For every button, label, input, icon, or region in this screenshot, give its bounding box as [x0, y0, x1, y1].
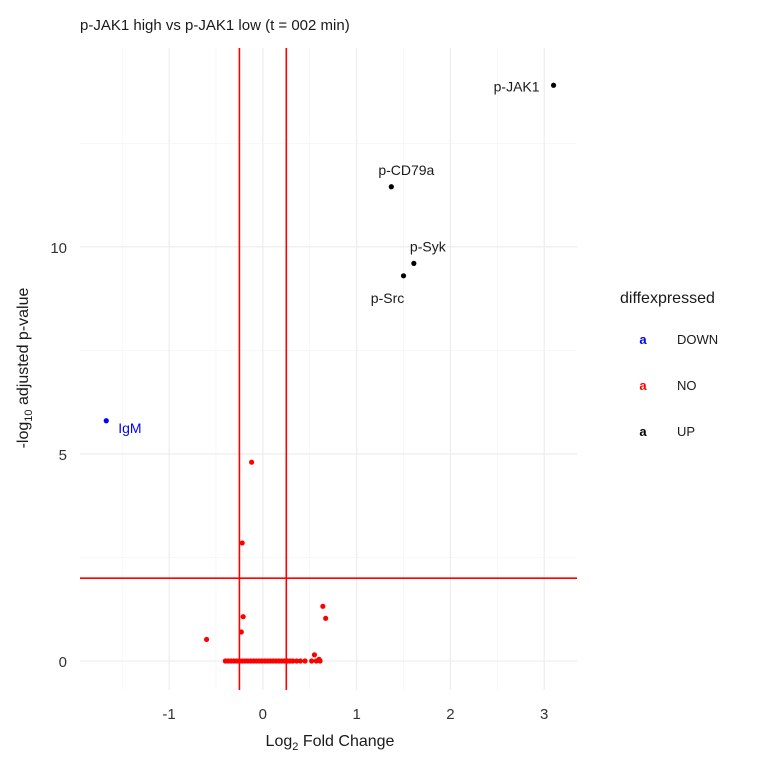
data-point-no — [317, 658, 323, 664]
data-point-up — [400, 273, 407, 279]
data-point-up — [550, 82, 557, 88]
data-point-no — [309, 658, 315, 664]
data-point-up — [411, 260, 417, 266]
point-label: p-Syk — [410, 238, 447, 254]
y-axis-title: -log10 adjusted p-value — [15, 288, 35, 449]
data-point-no — [313, 658, 319, 664]
x-tick-label: 2 — [446, 706, 454, 723]
data-point-no — [240, 614, 246, 620]
legend-title: diffexpressed — [620, 290, 715, 307]
legend-label-up: UP — [677, 424, 695, 439]
point-labels: p-JAK1 p-CD79a p-Syk p-Src IgM — [118, 78, 540, 435]
data-point-no — [297, 658, 303, 664]
legend: diffexpressed a DOWN a NO a UP — [620, 290, 718, 439]
threshold-lines — [80, 48, 577, 690]
data-point-no — [320, 603, 326, 609]
legend-label-down: DOWN — [677, 332, 718, 347]
data-point-no — [294, 658, 300, 664]
point-label: p-Src — [371, 290, 404, 306]
tick-labels: -1 0 1 2 3 0 5 10 — [50, 240, 548, 723]
chart-title: p-JAK1 high vs p-JAK1 low (t = 002 min) — [80, 17, 350, 34]
legend-key-up: a — [639, 424, 647, 439]
point-label: p-CD79a — [378, 162, 434, 178]
grid — [80, 48, 577, 690]
y-tick-label: 5 — [59, 447, 67, 464]
x-tick-label: 0 — [259, 706, 267, 723]
x-tick-label: 1 — [352, 706, 360, 723]
data-point-no — [238, 629, 244, 635]
data-point-no — [302, 658, 308, 664]
x-tick-label: -1 — [162, 706, 175, 723]
point-label: IgM — [118, 420, 141, 436]
data-point-no — [203, 636, 210, 643]
x-axis-title: Log2 Fold Change — [266, 733, 395, 753]
data-point-up — [388, 184, 394, 190]
data-point-down — [103, 418, 109, 424]
legend-key-no: a — [639, 378, 647, 393]
data-point-no — [239, 540, 245, 546]
data-points — [103, 82, 557, 664]
y-tick-label: 0 — [59, 654, 67, 671]
legend-label-no: NO — [677, 378, 697, 393]
data-point-no — [311, 652, 318, 658]
data-point-no — [290, 658, 296, 664]
point-label: p-JAK1 — [494, 78, 540, 94]
legend-key-down: a — [639, 332, 647, 347]
x-tick-label: 3 — [540, 706, 548, 723]
data-point-no — [323, 615, 329, 621]
data-point-no — [249, 459, 255, 465]
y-tick-label: 10 — [50, 240, 67, 257]
